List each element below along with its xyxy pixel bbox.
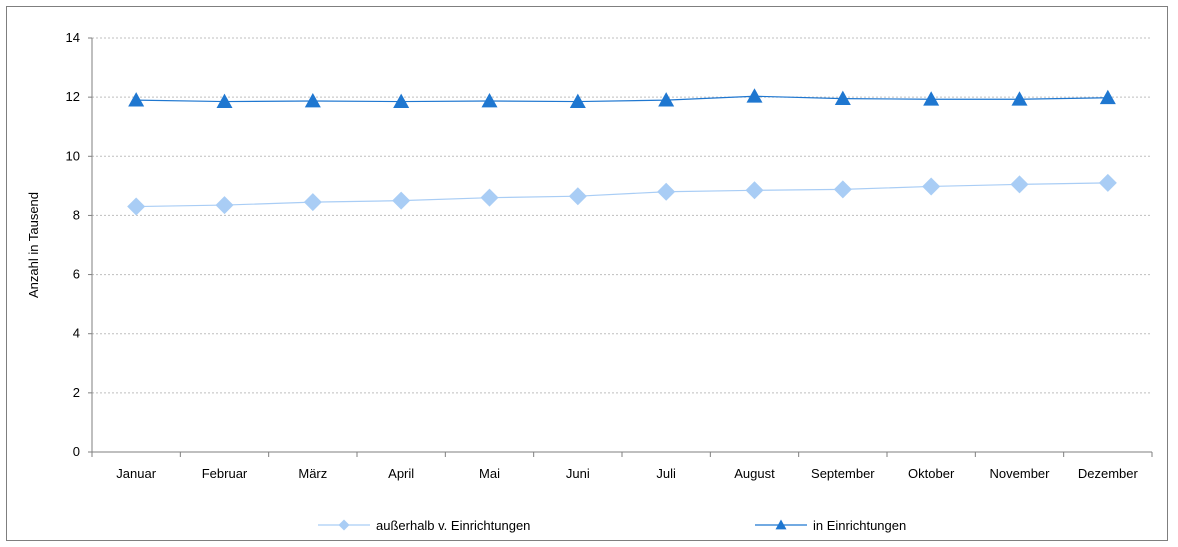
data-point-diamond <box>392 191 411 210</box>
data-point-triangle <box>1011 91 1028 106</box>
y-tick-label: 10 <box>66 148 80 163</box>
data-point-triangle <box>775 519 787 530</box>
x-tick-label: Mai <box>479 466 500 481</box>
y-tick-label: 2 <box>73 385 80 400</box>
data-point-triangle <box>923 91 940 106</box>
data-point-triangle <box>1099 89 1116 105</box>
data-point-triangle <box>658 92 675 107</box>
data-point-triangle <box>834 90 851 106</box>
data-point-triangle <box>304 92 321 108</box>
legend-label: außerhalb v. Einrichtungen <box>376 518 530 533</box>
data-point-triangle <box>746 88 763 103</box>
legend: außerhalb v. Einrichtungen in Einrichtung… <box>318 518 906 533</box>
y-tick-label: 6 <box>73 267 80 282</box>
data-point-diamond <box>745 181 764 200</box>
data-point-diamond <box>303 193 322 212</box>
x-tick-label: September <box>811 466 875 481</box>
x-tick-label: August <box>734 466 775 481</box>
data-point-diamond <box>127 197 146 216</box>
data-point-diamond <box>1098 173 1117 192</box>
x-tick-label: Januar <box>116 466 156 481</box>
y-axis-title: Anzahl in Tausend <box>26 192 41 298</box>
y-tick-label: 4 <box>73 326 80 341</box>
data-point-triangle <box>569 93 586 108</box>
data-point-diamond <box>833 180 852 199</box>
data-point-triangle <box>128 92 145 107</box>
data-point-diamond <box>1010 175 1029 194</box>
x-tick-label: Juli <box>656 466 676 481</box>
data-point-triangle <box>216 93 233 108</box>
y-tick-label: 14 <box>66 30 80 45</box>
data-point-diamond <box>568 187 587 206</box>
data-point-diamond <box>922 177 941 196</box>
x-tick-label: November <box>990 466 1051 481</box>
x-tick-label: Dezember <box>1078 466 1139 481</box>
gridlines <box>92 37 1152 394</box>
series-line <box>136 95 1108 103</box>
data-point-diamond <box>480 188 499 207</box>
y-tick-label: 12 <box>66 89 80 104</box>
data-point-triangle <box>393 93 410 108</box>
x-tick-label: März <box>298 466 327 481</box>
y-tick-label: 0 <box>73 444 80 459</box>
data-point-diamond <box>215 196 234 215</box>
x-tick-label: Juni <box>566 466 590 481</box>
data-point-diamond <box>657 182 676 201</box>
axes: 0 2 4 6 8 10 12 14 Januar Februar März April Mai Juni… <box>26 30 1153 481</box>
x-tick-label: Oktober <box>908 466 955 481</box>
x-tick-label: Februar <box>202 466 248 481</box>
data-point-diamond <box>338 519 350 531</box>
data-point-triangle <box>481 92 498 108</box>
series <box>127 88 1117 216</box>
series-line <box>136 182 1108 208</box>
legend-label: in Einrichtungen <box>813 518 906 533</box>
x-tick-label: April <box>388 466 414 481</box>
y-tick-label: 8 <box>73 207 80 222</box>
